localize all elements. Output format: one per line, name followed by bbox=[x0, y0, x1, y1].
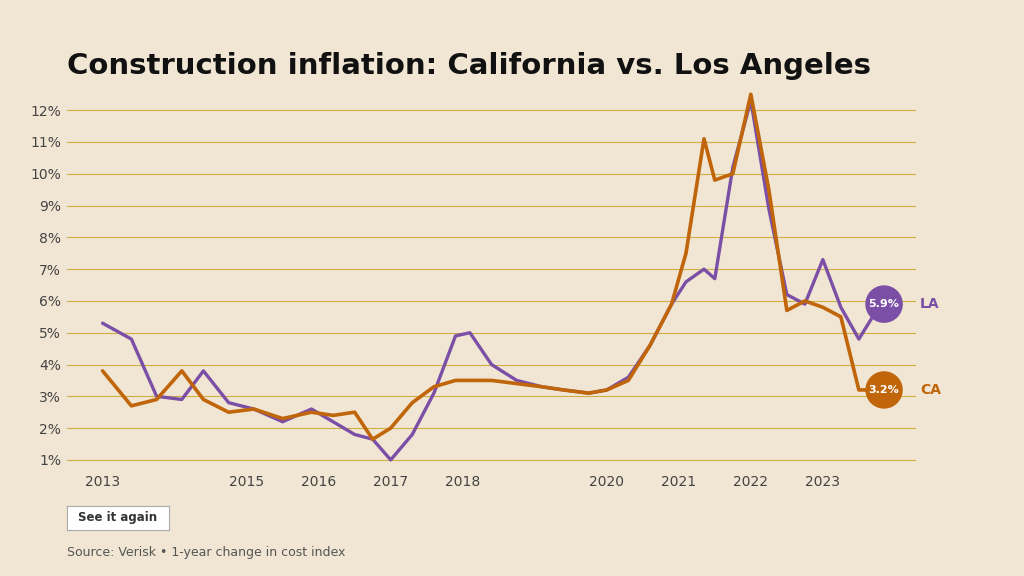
Text: See it again: See it again bbox=[78, 511, 158, 524]
Text: Source: Verisk • 1-year change in cost index: Source: Verisk • 1-year change in cost i… bbox=[67, 545, 345, 559]
Text: CA: CA bbox=[921, 383, 941, 397]
Text: 5.9%: 5.9% bbox=[868, 299, 899, 309]
Text: Construction inflation: California vs. Los Angeles: Construction inflation: California vs. L… bbox=[67, 52, 870, 80]
Text: LA: LA bbox=[921, 297, 940, 311]
Text: 3.2%: 3.2% bbox=[868, 385, 899, 395]
